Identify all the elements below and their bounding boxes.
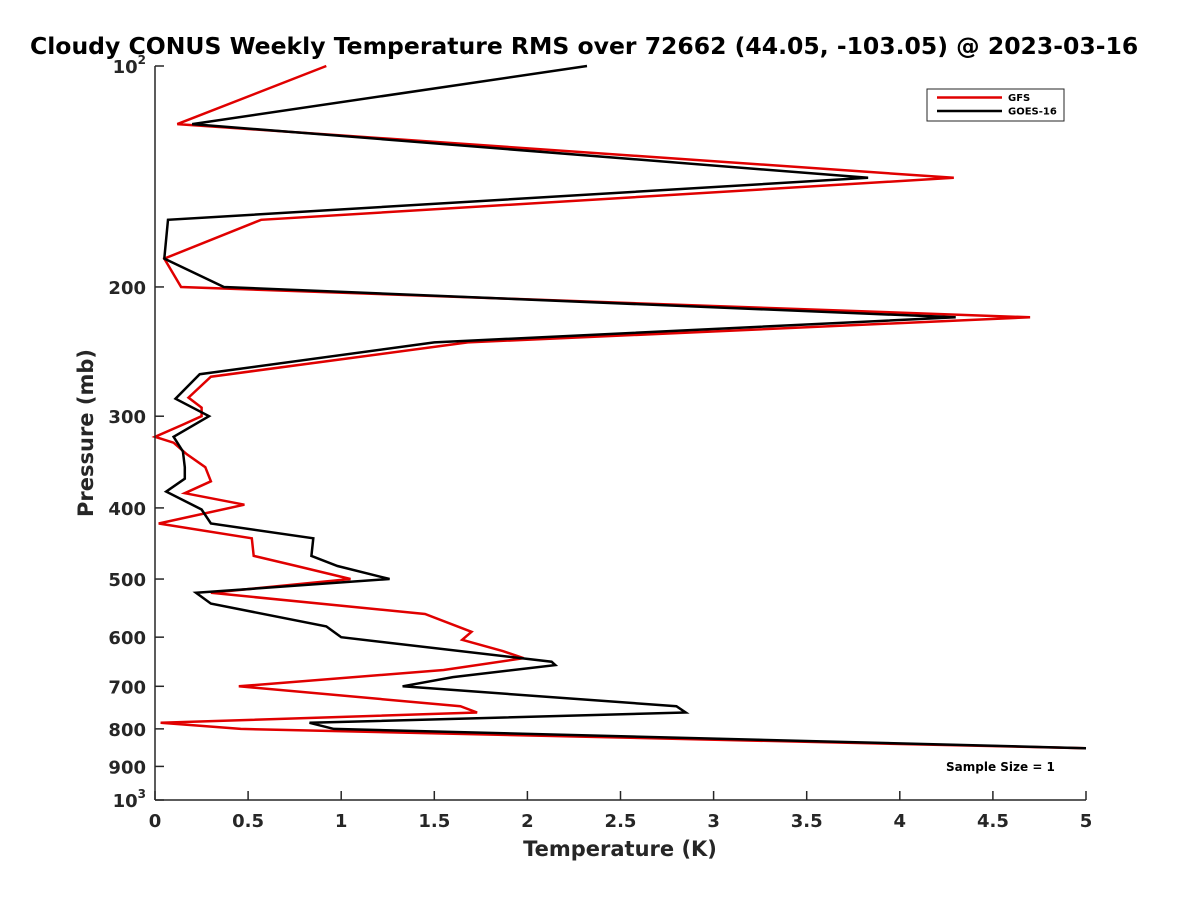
y-axis-ticks: 102 200 300 400 500 600 700 800 900 103 (108, 53, 164, 812)
x-tick-label: 4 (894, 811, 907, 832)
y-tick-label: 600 (108, 628, 146, 649)
series-lines (151, 64, 1087, 750)
legend-label-goes16: GOES-16 (1008, 107, 1057, 118)
x-tick-label: 0 (149, 811, 162, 832)
y-axis-label: Pressure (mb) (74, 349, 98, 517)
x-tick-label: 3.5 (791, 811, 823, 832)
y-tick-label: 700 (108, 677, 146, 698)
x-tick-label: 0.5 (232, 811, 264, 832)
legend-label-gfs: GFS (1008, 93, 1030, 104)
x-axis-ticks: 0 0.5 1 1.5 2 2.5 3 3.5 4 4.5 5 (149, 791, 1093, 832)
y-tick-label: 102 (113, 53, 146, 78)
y-tick-label: 400 (108, 499, 146, 520)
legend-box (926, 88, 1065, 122)
x-tick-label: 3 (707, 811, 720, 832)
x-tick-label: 1 (335, 811, 348, 832)
legend: GFS GOES-16 (926, 88, 1065, 122)
x-tick-label: 2.5 (605, 811, 637, 832)
y-tick-label: 900 (108, 757, 146, 778)
series-line-gfs (151, 64, 1087, 750)
sample-size-annotation: Sample Size = 1 (946, 760, 1055, 774)
x-tick-label: 2 (521, 811, 534, 832)
y-tick-label: 300 (108, 407, 146, 428)
series-line-goes16 (162, 64, 1087, 750)
x-tick-label: 4.5 (977, 811, 1009, 832)
y-tick-label: 500 (108, 570, 146, 591)
y-tick-label: 103 (113, 787, 146, 812)
x-tick-label: 5 (1080, 811, 1093, 832)
y-tick-label: 200 (108, 278, 146, 299)
x-axis-label: Temperature (K) (523, 837, 717, 861)
chart-title: Cloudy CONUS Weekly Temperature RMS over… (30, 32, 1138, 60)
x-tick-label: 1.5 (418, 811, 450, 832)
y-tick-label: 800 (108, 720, 146, 741)
